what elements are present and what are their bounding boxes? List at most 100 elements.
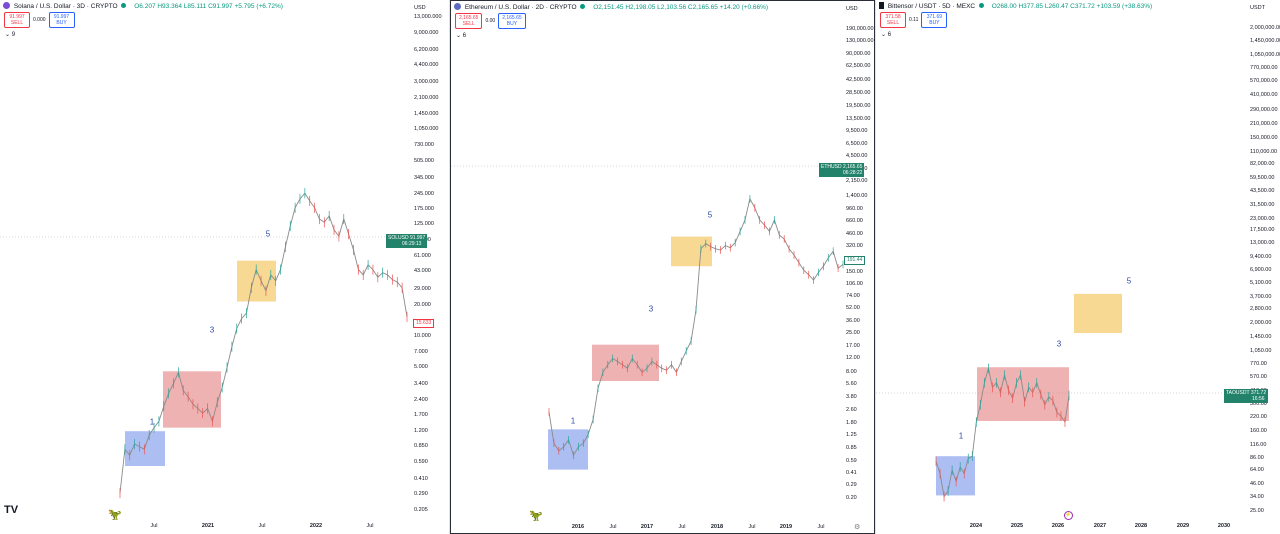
sell-price: 371.58 [885, 14, 901, 20]
y-tick-label: 0.290 [414, 491, 428, 498]
y-tick-label: 86.00 [1250, 454, 1264, 461]
chart-panel-eth[interactable]: Ethereum / U.S. Dollar · 2D · CRYPTO O2,… [450, 0, 875, 534]
wave-label-5: 5 [707, 210, 713, 220]
indicators-toggle[interactable]: ⌄ 6 [456, 32, 466, 39]
chart-panel-tao[interactable]: Bittensor / USDT · 5D · MEXC O268.00 H37… [876, 0, 1280, 534]
sell-price: 91.997 [9, 14, 25, 20]
chart-panel-sol[interactable]: Solana / U.S. Dollar · 3D · CRYPTO O6.20… [0, 0, 449, 534]
y-tick-label: 660.00 [846, 218, 863, 225]
x-tick-label: Jul [609, 524, 617, 530]
y-tick-label: 36.00 [846, 317, 860, 324]
chart-header: Solana / U.S. Dollar · 3D · CRYPTO O6.20… [3, 2, 283, 10]
y-tick-label: 0.590 [414, 459, 428, 466]
symbol-title: Solana / U.S. Dollar · 3D · CRYPTO [13, 3, 118, 10]
y-tick-label: 1.700 [414, 412, 428, 419]
y-tick-label: 2,150.00 [846, 178, 868, 185]
wave-1-box[interactable] [936, 456, 975, 496]
y-tick-label: 17,500.00 [1250, 227, 1275, 234]
buy-label: BUY [929, 20, 940, 26]
wave-4-box[interactable] [1074, 293, 1122, 334]
y-tick-label: 7.000 [414, 349, 428, 356]
indicators-toggle[interactable]: ⌄ 6 [881, 31, 891, 38]
y-tick-label: 2,100.000 [414, 94, 439, 101]
price-chart-svg[interactable] [0, 0, 449, 534]
buy-button[interactable]: 2,165.65 BUY [498, 13, 526, 29]
x-tick-label: 2022 [309, 523, 323, 529]
sell-label: SELL [462, 21, 475, 27]
y-tick-label: 62,500.00 [846, 63, 871, 70]
currency-unit: USD [414, 5, 426, 11]
event-marker-icon[interactable]: ⚡ [1064, 511, 1073, 520]
y-tick-label: 150.00 [846, 268, 863, 275]
y-tick-label: 52.00 [846, 305, 860, 312]
y-tick-label: 1,050.000 [414, 125, 439, 132]
buy-price: 371.69 [926, 14, 943, 20]
y-tick-label: 0.29 [846, 481, 857, 488]
wave-label-3: 3 [209, 325, 215, 335]
solana-icon [3, 2, 10, 9]
y-tick-label: 82,000.00 [1250, 161, 1275, 168]
wave-2-box[interactable] [977, 367, 1069, 421]
indicators-toggle[interactable]: ⌄ 9 [5, 31, 15, 38]
trade-buttons: 371.58 SELL 0.11 371.69 BUY [880, 12, 948, 28]
y-tick-label: 190,000.00 [846, 25, 874, 32]
y-tick-label: 61.000 [414, 252, 431, 259]
y-tick-label: 770.00 [1250, 360, 1267, 367]
y-tick-label: 23,000.00 [1250, 215, 1275, 222]
y-tick-label: 10.000 [414, 333, 431, 340]
x-tick-label: 2024 [969, 523, 983, 529]
sell-label: SELL [886, 20, 900, 26]
trade-buttons: 91.997 SELL 0.000 91.997 BUY [4, 12, 75, 28]
x-tick-label: 2027 [1093, 523, 1107, 529]
y-tick-label: 74.00 [846, 293, 860, 299]
buy-button[interactable]: 371.69 BUY [921, 12, 948, 28]
sell-price: 2,165.65 [459, 15, 479, 21]
price-label-time: 06:29:13 [402, 241, 422, 247]
wave-1-box[interactable] [548, 429, 588, 470]
y-tick-label: 130,000.00 [846, 38, 874, 45]
sell-button[interactable]: 2,165.65 SELL [455, 13, 483, 29]
price-series-line [119, 192, 408, 494]
y-tick-label: 6,900.00 [1250, 267, 1272, 274]
x-tick-label: Jul [366, 523, 374, 529]
sell-button[interactable]: 91.997 SELL [4, 12, 30, 28]
y-tick-label: 570,000.00 [1250, 78, 1278, 85]
market-status-icon [580, 4, 586, 9]
panel-divider [449, 0, 450, 534]
y-tick-label: 3.400 [414, 381, 428, 388]
y-tick-label: 59,500.00 [1250, 174, 1275, 181]
price-chart-svg[interactable] [451, 1, 875, 534]
y-tick-label: 4,400.000 [414, 61, 439, 68]
x-tick-label: 2028 [1134, 523, 1148, 529]
y-tick-label: 2,800.00 [1250, 305, 1272, 312]
market-status-icon [978, 3, 984, 8]
tradingview-logo[interactable]: TV [4, 504, 19, 516]
x-tick-label: 2025 [1010, 523, 1024, 529]
indicator-count: 6 [887, 32, 892, 38]
buy-button[interactable]: 91.997 BUY [48, 12, 75, 28]
y-tick-label: 4,500.00 [846, 153, 868, 160]
ethereum-icon [454, 3, 461, 10]
y-tick-label: 3.80 [846, 394, 857, 401]
ohlc-values: O6.207 H93.364 L85.111 C91.997 +5.795 (+… [134, 3, 283, 10]
y-tick-label: 6,500.00 [846, 140, 868, 147]
indicator-count: 9 [11, 32, 16, 38]
y-tick-label: 1.200 [414, 427, 428, 434]
y-tick-label: 106.00 [846, 280, 863, 287]
x-tick-label: Jul [748, 524, 756, 530]
y-tick-label: 116.00 [1250, 441, 1267, 448]
y-tick-label: 245.000 [414, 190, 434, 197]
sell-button[interactable]: 371.58 SELL [880, 12, 906, 28]
buy-price: 91.997 [53, 14, 70, 20]
y-tick-label: 90,000.00 [846, 50, 871, 57]
settings-icon[interactable]: ⚙ [854, 524, 861, 531]
y-tick-label: 28,500.00 [846, 90, 871, 97]
price-label-value: 371.72 [1250, 390, 1267, 396]
price-chart-svg[interactable] [876, 0, 1280, 534]
y-tick-label: 13,500.00 [846, 115, 871, 122]
y-tick-label: 9,400.00 [1250, 253, 1272, 260]
chart-header: Bittensor / USDT · 5D · MEXC O268.00 H37… [879, 2, 1152, 10]
indicator-count: 6 [462, 33, 467, 39]
price-label-symbol: ETHUSD [821, 164, 842, 170]
wave-4-box[interactable] [671, 236, 712, 267]
